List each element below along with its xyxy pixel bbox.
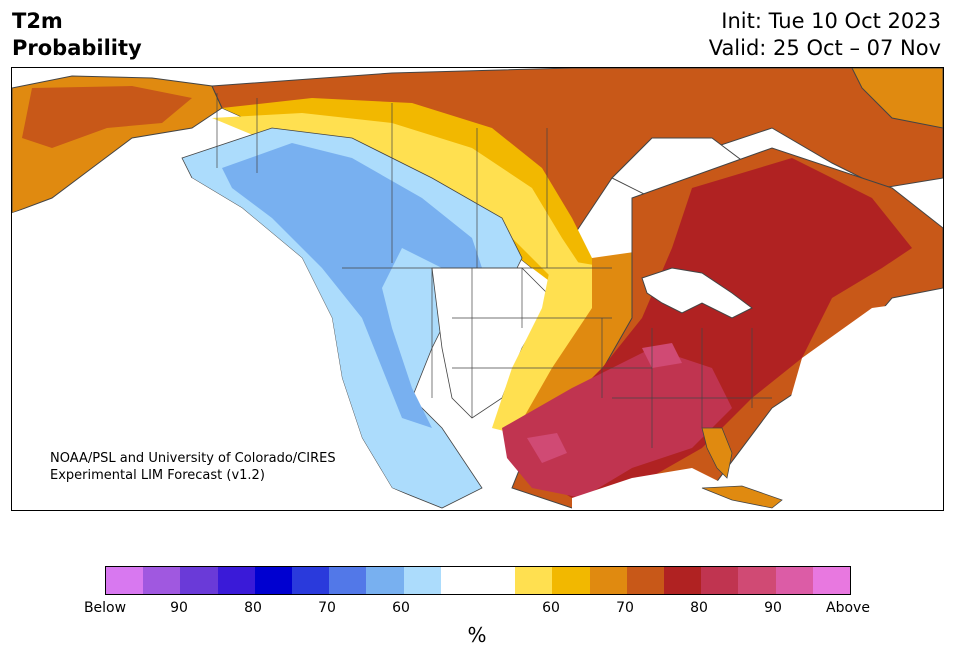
colorbar-tick-above: Above (826, 600, 870, 616)
credit-line-1: NOAA/PSL and University of Colorado/CIRE… (50, 451, 336, 466)
gulf-of-mexico (572, 468, 772, 510)
political-boundaries (216, 93, 772, 448)
colorbar-swatch (440, 567, 479, 594)
credit-line-2: Experimental LIM Forecast (v1.2) (50, 468, 265, 483)
region-texas-pink (527, 433, 567, 463)
colorbar-swatch (366, 567, 404, 594)
pacific-ocean (12, 178, 442, 510)
colorbar-swatch (701, 567, 739, 594)
colorbar-swatch (217, 567, 255, 594)
map-canvas (12, 68, 943, 510)
map-title: T2m Probability (12, 8, 142, 62)
colorbar-swatch (738, 567, 776, 594)
colorbar-swatch (515, 567, 553, 594)
cuba (701, 485, 783, 509)
greenland-edge (851, 68, 943, 129)
colorbar-tick-below-70: 70 (318, 600, 336, 616)
atlantic-ocean (752, 298, 943, 510)
colorbar-swatch (552, 567, 590, 594)
variable-label: T2m (12, 9, 63, 33)
colorbar-swatch (775, 567, 813, 594)
colorbar-tick-above-90: 90 (764, 600, 782, 616)
valid-period: Valid: 25 Oct – 07 Nov (708, 36, 941, 60)
region-alaska-inner (22, 86, 192, 148)
region-west-mid-blue (222, 143, 482, 428)
colorbar-swatch (254, 567, 293, 594)
colorbar-swatch (478, 567, 516, 594)
init-date: Init: Tue 10 Oct 2023 (721, 9, 941, 33)
colorbar-swatch (143, 567, 181, 594)
colorbar-tick-below: Below (83, 600, 127, 616)
great-lakes (641, 267, 753, 319)
product-label: Probability (12, 36, 142, 60)
colorbar-unit: % (467, 623, 487, 647)
colorbar-tick-below-80: 80 (244, 600, 262, 616)
colorbar-swatch (106, 567, 144, 594)
probability-map: NOAA/PSL and University of Colorado/CIRE… (11, 67, 944, 511)
region-canada-paleyellow (212, 113, 582, 278)
colorbar-swatch (329, 567, 367, 594)
colorbar-swatch (812, 567, 851, 594)
map-credit: NOAA/PSL and University of Colorado/CIRE… (50, 450, 336, 484)
colorbar-swatch (292, 567, 330, 594)
probability-colorbar (105, 566, 851, 595)
colorbar-swatch (626, 567, 665, 594)
colorbar-tick-below-90: 90 (170, 600, 188, 616)
florida (701, 427, 733, 479)
forecast-dates: Init: Tue 10 Oct 2023 Valid: 25 Oct – 07… (709, 8, 941, 62)
colorbar-swatch (664, 567, 702, 594)
colorbar-swatch (180, 567, 218, 594)
region-south-crimson (502, 348, 732, 498)
colorbar-swatch (403, 567, 441, 594)
colorbar-tick-above-70: 70 (616, 600, 634, 616)
colorbar-tick-below-60: 60 (392, 600, 410, 616)
colorbar-tick-above-80: 80 (690, 600, 708, 616)
colorbar-swatch (589, 567, 627, 594)
colorbar-tick-above-60: 60 (542, 600, 560, 616)
